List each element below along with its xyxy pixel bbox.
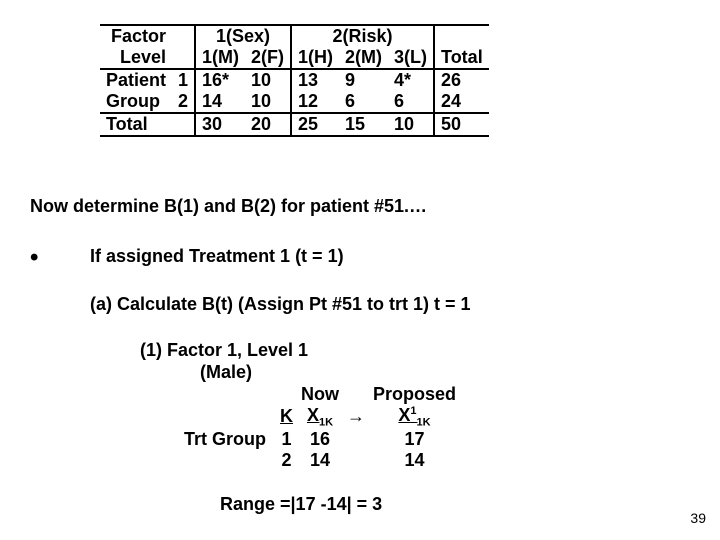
- hdr-level: Level: [100, 47, 172, 69]
- hdr-3l: 3(L): [388, 47, 434, 69]
- page-number: 39: [690, 510, 706, 526]
- hdr-risk: 2(Risk): [291, 25, 434, 47]
- text-ifassigned: If assigned Treatment 1 (t = 1): [90, 246, 344, 267]
- row-label-patient: Patient: [100, 69, 172, 91]
- rt-tot: 50: [434, 113, 489, 136]
- r2-f2l3: 6: [388, 91, 434, 113]
- r1-f1l1: 16*: [195, 69, 245, 91]
- bullet-icon: •: [30, 244, 38, 272]
- sub-r1-now: 16: [297, 429, 343, 450]
- hdr-2f: 2(F): [245, 47, 291, 69]
- text-male-line: (Male): [200, 362, 252, 383]
- hdr-total: Total: [434, 47, 489, 69]
- hdr-proposed: Proposed: [369, 384, 460, 405]
- hdr-1m: 1(M): [195, 47, 245, 69]
- r2-f1l1: 14: [195, 91, 245, 113]
- text-factor-line: (1) Factor 1, Level 1: [140, 340, 308, 361]
- text-calc: (a) Calculate B(t) (Assign Pt #51 to trt…: [90, 294, 471, 315]
- r1-f2l1: 13: [291, 69, 339, 91]
- hdr-2m: 2(M): [339, 47, 388, 69]
- row2-k: 2: [172, 91, 195, 113]
- hdr-x-proposed: X11K: [369, 405, 460, 429]
- row-label-total: Total: [100, 113, 172, 136]
- sub-r1-k: 1: [276, 429, 297, 450]
- hdr-factor: Factor: [100, 25, 172, 47]
- text-range: Range =|17 -14| = 3: [220, 494, 382, 515]
- hdr-x-now: X1K: [297, 405, 343, 429]
- sub-r2-k: 2: [276, 450, 297, 471]
- sub-r1-prop: 17: [369, 429, 460, 450]
- sub-r2-prop: 14: [369, 450, 460, 471]
- sub-r2-now: 14: [297, 450, 343, 471]
- factor-table: Factor 1(Sex) 2(Risk) Level 1(M) 2(F) 1(…: [100, 24, 489, 137]
- hdr-sex: 1(Sex): [195, 25, 291, 47]
- rt-f2l3: 10: [388, 113, 434, 136]
- hdr-1h: 1(H): [291, 47, 339, 69]
- row-label-group: Group: [100, 91, 172, 113]
- r1-tot: 26: [434, 69, 489, 91]
- r1-f1l2: 10: [245, 69, 291, 91]
- text-determine: Now determine B(1) and B(2) for patient …: [30, 196, 427, 217]
- rt-f1l2: 20: [245, 113, 291, 136]
- r2-f1l2: 10: [245, 91, 291, 113]
- page: Factor 1(Sex) 2(Risk) Level 1(M) 2(F) 1(…: [0, 0, 720, 540]
- r2-tot: 24: [434, 91, 489, 113]
- r1-f2l3: 4*: [388, 69, 434, 91]
- rt-f2l1: 25: [291, 113, 339, 136]
- arrow-icon: →: [343, 405, 369, 429]
- r2-f2l2: 6: [339, 91, 388, 113]
- r1-f2l2: 9: [339, 69, 388, 91]
- rt-f2l2: 15: [339, 113, 388, 136]
- row1-k: 1: [172, 69, 195, 91]
- hdr-k: K: [280, 406, 293, 426]
- now-proposed-table: Now Proposed K X1K → X11K Trt Group 1 16…: [180, 384, 460, 471]
- hdr-now: Now: [297, 384, 343, 405]
- trt-group-label: Trt Group: [180, 429, 276, 450]
- r2-f2l1: 12: [291, 91, 339, 113]
- rt-f1l1: 30: [195, 113, 245, 136]
